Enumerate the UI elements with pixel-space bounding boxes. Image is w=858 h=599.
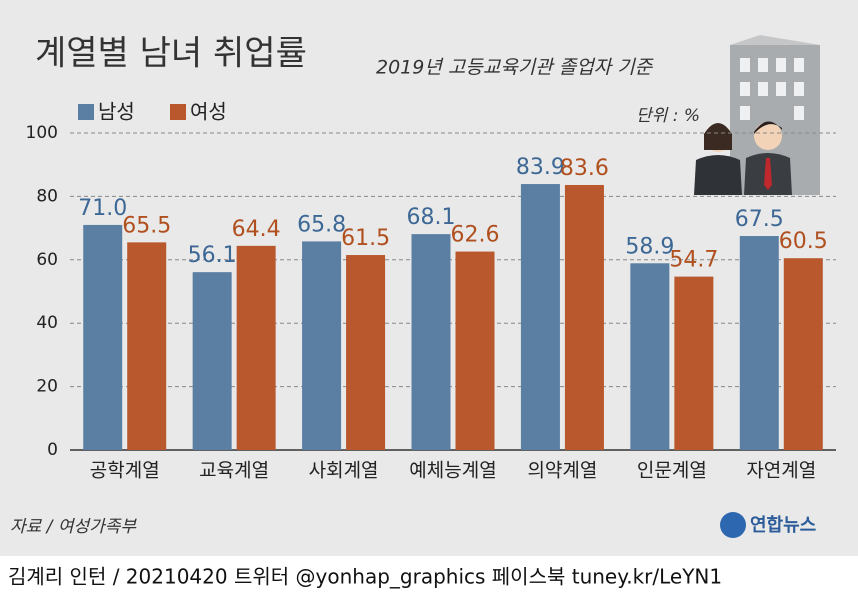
y-tick-label: 80 — [36, 186, 58, 206]
logo: 연합뉴스 — [750, 514, 816, 536]
value-label: 56.1 — [188, 243, 237, 268]
bar — [411, 234, 451, 450]
value-label: 67.5 — [735, 207, 784, 232]
bar — [783, 258, 823, 450]
value-label: 83.9 — [516, 155, 565, 180]
y-tick-label: 40 — [36, 313, 58, 333]
x-tick-label: 교육계열 — [199, 460, 269, 482]
x-tick-label: 인문계열 — [637, 460, 707, 482]
bar — [564, 184, 604, 450]
y-tick-label: 20 — [36, 377, 58, 397]
logo-icon — [720, 512, 746, 538]
source: 자료 / 여성가족부 — [10, 517, 137, 537]
legend-label: 여성 — [190, 100, 227, 124]
value-label: 58.9 — [625, 234, 674, 259]
bar — [127, 242, 167, 450]
x-tick-label: 사회계열 — [309, 460, 379, 482]
subtitle: 2019년 고등교육기관 졸업자 기준 — [376, 57, 654, 79]
value-label: 61.5 — [341, 226, 390, 251]
bar — [630, 263, 670, 450]
x-tick-label: 공학계열 — [90, 460, 160, 482]
y-tick-label: 60 — [36, 250, 58, 270]
value-label: 65.8 — [297, 212, 346, 237]
bar — [346, 255, 386, 450]
value-label: 64.4 — [232, 217, 281, 242]
value-label: 54.7 — [669, 248, 718, 273]
y-tick-label: 0 — [47, 440, 58, 460]
unit-label: 단위 : % — [636, 106, 700, 126]
legend-label: 남성 — [98, 100, 135, 124]
footer-credit: 김계리 인턴 / 20210420 트위터 @yonhap_graphics 페… — [8, 565, 722, 589]
legend-swatch — [78, 104, 94, 120]
value-label: 60.5 — [779, 229, 828, 254]
footer-band — [0, 556, 858, 599]
value-label: 83.6 — [560, 156, 609, 181]
bar — [520, 184, 560, 451]
y-tick-label: 100 — [26, 123, 58, 143]
legend-swatch — [170, 104, 186, 120]
value-label: 65.5 — [122, 213, 171, 238]
bar — [674, 276, 714, 450]
x-tick-label: 자연계열 — [746, 460, 816, 482]
building-illustration — [694, 35, 820, 195]
bar — [302, 241, 342, 450]
chart-title: 계열별 남녀 취업률 — [35, 34, 307, 74]
bar — [739, 236, 779, 450]
bar — [455, 251, 495, 450]
x-tick-label: 예체능계열 — [409, 460, 496, 482]
bar — [83, 224, 123, 450]
value-label: 68.1 — [407, 205, 456, 230]
bar — [236, 245, 276, 450]
value-label: 62.6 — [451, 223, 500, 248]
x-tick-label: 의약계열 — [527, 460, 597, 482]
value-label: 71.0 — [78, 196, 127, 221]
bar — [192, 272, 232, 450]
